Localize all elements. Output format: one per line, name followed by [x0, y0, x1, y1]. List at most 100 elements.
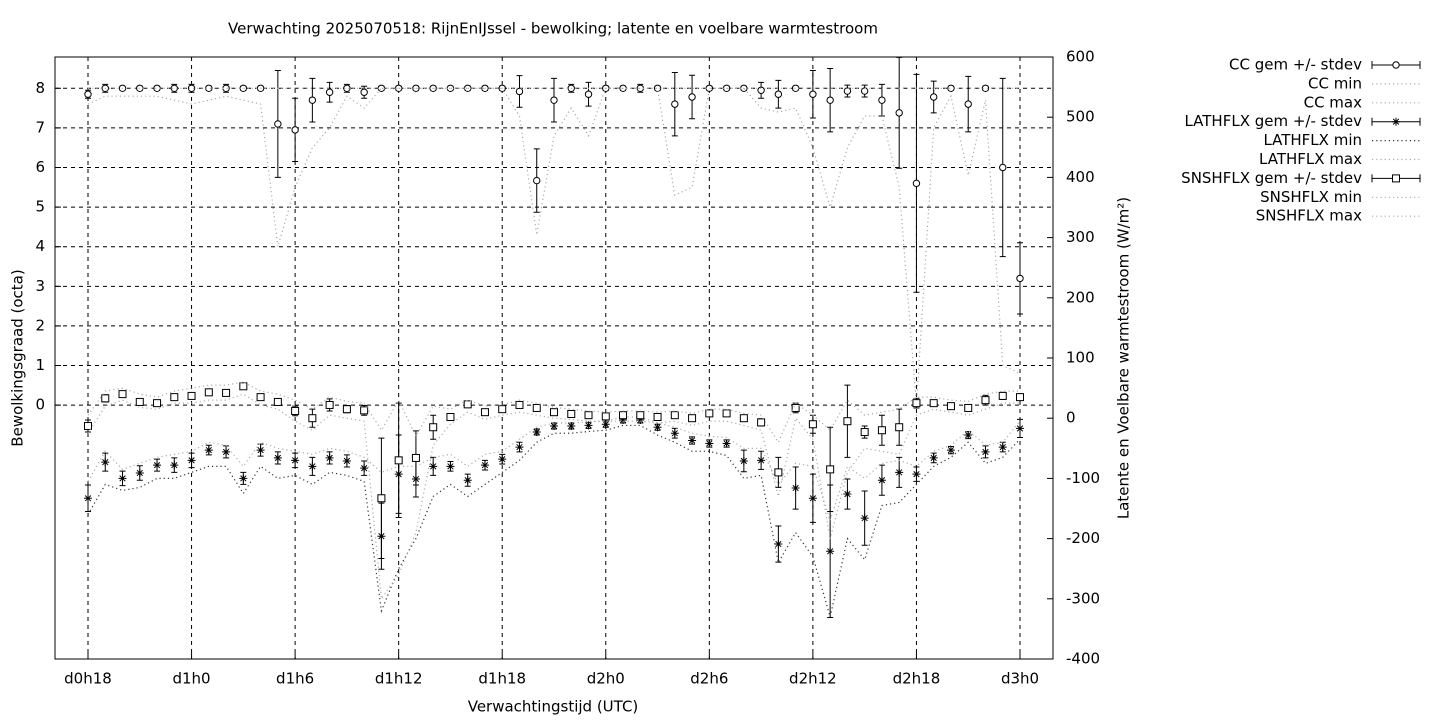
marker [187, 391, 196, 400]
marker [325, 453, 334, 462]
marker [153, 84, 161, 92]
marker [774, 90, 783, 98]
marker [964, 403, 973, 412]
marker [584, 90, 593, 98]
marker [791, 403, 800, 412]
marker [895, 423, 904, 432]
y2-tick-label: -100 [1066, 469, 1100, 487]
marker [135, 397, 144, 406]
marker [998, 391, 1007, 400]
x-tick-label: d1h6 [276, 670, 314, 688]
marker [1016, 274, 1024, 283]
y2-tick-label: 100 [1066, 349, 1095, 367]
marker [360, 464, 369, 473]
marker [774, 468, 783, 477]
marker [843, 417, 852, 426]
series-line [87, 381, 1020, 444]
marker [964, 431, 973, 440]
marker [239, 84, 248, 92]
marker [204, 388, 213, 397]
legend-label: SNSHFLX min [1260, 188, 1362, 206]
marker [153, 399, 162, 408]
marker [256, 393, 265, 402]
marker [342, 405, 351, 414]
x-tick-label: d3h0 [1001, 670, 1039, 688]
y2-tick-label: 500 [1066, 108, 1095, 126]
marker [670, 411, 679, 420]
marker [929, 399, 938, 408]
marker [550, 408, 558, 417]
marker [222, 388, 231, 397]
marker [912, 470, 921, 479]
y2-tick-label: 400 [1066, 168, 1095, 186]
marker [187, 84, 196, 92]
marker [739, 414, 748, 423]
marker [446, 412, 455, 421]
marker [446, 84, 455, 92]
marker [222, 447, 231, 456]
marker [860, 514, 869, 523]
x-tick-label: d0h18 [64, 670, 112, 688]
y2-tick-label: 0 [1066, 409, 1076, 427]
y-tick-label: 5 [35, 198, 45, 216]
y2-tick-label: -400 [1066, 650, 1100, 668]
marker [360, 88, 368, 96]
marker [877, 476, 886, 485]
y-tick-label: 7 [35, 118, 45, 136]
marker [826, 96, 834, 104]
marker [843, 87, 852, 95]
marker [222, 84, 230, 92]
marker [722, 409, 731, 418]
y2-tick-label: 300 [1066, 228, 1095, 246]
y2-tick-label: -200 [1066, 529, 1100, 547]
marker [584, 421, 593, 430]
marker [515, 400, 524, 409]
legend-label: SNSHFLX gem +/- stdev [1181, 169, 1362, 187]
marker [946, 402, 955, 411]
marker [463, 400, 472, 409]
marker [1392, 174, 1400, 183]
marker [170, 393, 179, 402]
marker [204, 446, 213, 455]
marker [946, 446, 955, 455]
x-tick-label: d1h0 [172, 670, 210, 688]
marker [964, 100, 972, 108]
marker [498, 405, 507, 414]
marker [480, 408, 489, 417]
marker [739, 456, 748, 465]
marker [912, 399, 921, 408]
y2-tick-label: -300 [1066, 589, 1100, 607]
marker [912, 179, 921, 188]
marker [325, 88, 334, 96]
x-tick-label: d2h12 [789, 670, 837, 688]
marker [809, 90, 817, 98]
y-tick-label: 2 [35, 316, 45, 334]
marker [429, 462, 438, 471]
marker [291, 456, 300, 465]
marker [981, 84, 990, 92]
marker [533, 176, 541, 185]
marker [498, 455, 507, 464]
y2-tick-label: 200 [1066, 288, 1095, 306]
marker [550, 96, 558, 104]
x-tick-label: d2h18 [893, 670, 941, 688]
marker [653, 412, 662, 421]
marker [101, 458, 110, 467]
marker [256, 446, 265, 455]
legend-label: LATHFLX min [1263, 131, 1362, 149]
y-tick-label: 8 [35, 79, 45, 97]
marker [808, 494, 817, 503]
marker [705, 439, 714, 448]
marker [84, 494, 92, 503]
marker [1392, 61, 1400, 69]
marker [273, 453, 282, 462]
marker [343, 84, 351, 92]
marker [291, 406, 300, 415]
marker [360, 406, 369, 415]
legend-label: CC gem +/- stdev [1229, 56, 1362, 74]
marker [826, 465, 835, 474]
marker [239, 382, 248, 391]
legend-label: LATHFLX gem +/- stdev [1184, 112, 1362, 130]
